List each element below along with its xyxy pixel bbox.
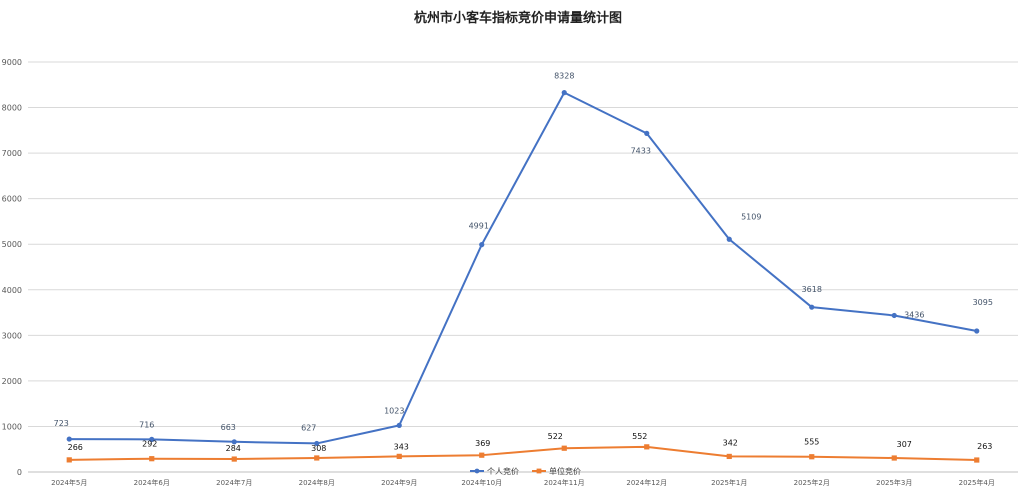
data-point (396, 453, 402, 459)
data-label: 552 (632, 432, 647, 441)
data-label: 369 (475, 439, 490, 448)
data-label: 522 (548, 432, 563, 441)
data-point (479, 242, 485, 248)
x-tick-label: 2025年3月 (876, 478, 912, 487)
data-label: 307 (897, 440, 912, 449)
data-label: 263 (977, 442, 992, 451)
data-label: 723 (54, 419, 69, 428)
data-point (561, 445, 567, 451)
data-point (974, 457, 980, 463)
x-tick-label: 2025年2月 (794, 478, 830, 487)
data-label: 1023 (384, 406, 404, 415)
data-label: 343 (394, 442, 409, 451)
x-tick-label: 2025年1月 (711, 478, 747, 487)
legend-label: 单位竞价 (549, 466, 581, 476)
data-point (314, 440, 320, 447)
x-tick-label: 2024年6月 (134, 478, 170, 487)
data-label: 8328 (554, 72, 574, 81)
data-label: 266 (68, 443, 83, 452)
data-label: 308 (311, 444, 326, 453)
data-point (231, 456, 237, 462)
y-tick-label: 4000 (2, 286, 22, 295)
data-label: 716 (139, 420, 154, 429)
y-tick-label: 2000 (2, 377, 22, 386)
data-label: 7433 (631, 146, 651, 155)
data-label: 555 (804, 438, 819, 447)
data-label: 3436 (904, 310, 924, 319)
data-point (149, 456, 155, 462)
y-tick-label: 6000 (2, 195, 22, 204)
y-tick-label: 1000 (2, 422, 22, 431)
x-tick-label: 2024年12月 (626, 478, 667, 487)
data-label: 4991 (469, 222, 489, 231)
data-point (644, 130, 650, 136)
x-tick-label: 2024年7月 (216, 478, 252, 487)
data-label: 663 (221, 423, 236, 432)
data-label: 342 (723, 438, 738, 447)
data-point (66, 457, 72, 463)
x-tick-label: 2025年4月 (959, 478, 995, 487)
data-point (644, 444, 650, 450)
data-point (809, 454, 815, 460)
data-point (479, 452, 485, 458)
legend-label: 个人竞价 (487, 466, 519, 476)
y-tick-label: 0 (17, 468, 22, 477)
legend-marker (474, 468, 480, 474)
data-label: 284 (226, 444, 241, 453)
data-point (149, 436, 155, 442)
data-point (314, 455, 320, 461)
data-label: 292 (142, 440, 157, 449)
y-tick-label: 7000 (2, 149, 22, 158)
y-tick-label: 5000 (2, 240, 22, 249)
series-line-0 (69, 91, 977, 445)
x-tick-label: 2024年10月 (461, 478, 502, 487)
legend-marker (536, 468, 542, 474)
x-tick-label: 2024年9月 (381, 478, 417, 487)
y-tick-label: 3000 (2, 331, 22, 340)
x-tick-label: 2024年8月 (299, 478, 335, 487)
data-point (231, 439, 237, 445)
y-tick-label: 9000 (2, 58, 22, 67)
data-label: 5109 (741, 212, 761, 221)
data-point (561, 90, 567, 96)
x-tick-label: 2024年5月 (51, 478, 87, 487)
data-point (974, 328, 980, 334)
data-label: 3618 (802, 285, 822, 294)
series-line-1 (69, 445, 977, 462)
x-tick-label: 2024年11月 (544, 478, 585, 487)
data-point (891, 455, 897, 461)
chart-title: 杭州市小客车指标竞价申请量统计图 (414, 10, 622, 26)
data-point (726, 453, 732, 460)
data-point (809, 304, 815, 310)
data-label: 627 (301, 423, 316, 432)
data-point (726, 236, 732, 242)
data-point (396, 422, 402, 428)
data-point (891, 312, 897, 319)
y-tick-label: 8000 (2, 104, 22, 113)
data-point (66, 436, 72, 442)
data-label: 3095 (973, 298, 993, 307)
